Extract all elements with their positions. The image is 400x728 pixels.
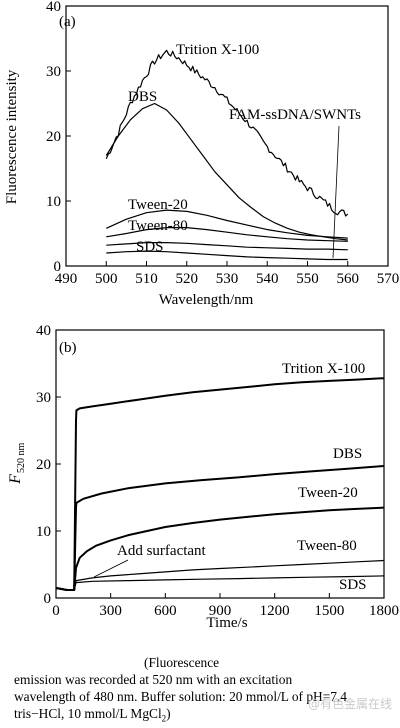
caption-line-1: (Fluorescence — [144, 655, 220, 670]
panel-b-y-axis-subscript: 520 nm — [16, 443, 27, 474]
y-tick-label: 30 — [36, 390, 51, 406]
panel-a-x-axis-label: Wavelength/nm — [159, 292, 254, 308]
label-tween80-a: Tween-80 — [128, 218, 188, 234]
series-line-tween-20 — [106, 209, 348, 239]
y-tick-label: 40 — [46, 0, 61, 15]
panel-b-label: (b) — [59, 340, 77, 356]
panel-a-chart: 490 500 510 520 530 540 550 560 570 0 10 20 30 40 (a)… — [4, 0, 399, 308]
label-fam-ssdna-swnts: FAM-ssDNA/SWNTs — [229, 107, 361, 123]
label-dbs-b: DBS — [333, 446, 362, 462]
label-tween20-a: Tween-20 — [128, 197, 188, 213]
label-trition-x100-b: Trition X-100 — [282, 361, 365, 377]
panel-a-label: (a) — [59, 14, 76, 30]
series-line-sds — [55, 575, 385, 591]
label-sds-b: SDS — [339, 577, 367, 593]
figure: 490 500 510 520 530 540 550 560 570 0 10 20 30 40 (a)… — [4, 0, 399, 631]
panel-a-y-axis-label: Fluorescence intensity — [4, 69, 20, 204]
y-tick-label: 30 — [46, 64, 61, 80]
x-tick-label: 1800 — [369, 603, 399, 619]
x-tick-label: 520 — [176, 271, 199, 287]
x-tick-label: 1500 — [314, 603, 344, 619]
x-tick-label: 540 — [256, 271, 279, 287]
watermark: @有色金属在线 — [307, 697, 392, 711]
series-line-tween-20 — [55, 506, 385, 591]
label-add-surfactant: Add surfactant — [117, 543, 207, 559]
series-line-tween-80 — [106, 227, 348, 242]
label-trition-x100-a: Trition X-100 — [176, 42, 259, 58]
series-line-sds — [106, 242, 348, 251]
series-line-trition-x-100 — [55, 377, 385, 591]
y-tick-label: 0 — [54, 259, 62, 275]
y-tick-label: 10 — [46, 194, 61, 210]
caption-line-3: wavelength of 480 nm. Buffer solution: 2… — [14, 689, 347, 704]
panel-a-axes: 490 500 510 520 530 540 550 560 570 0 10 20 30 40 — [46, 0, 399, 287]
x-tick-label: 300 — [99, 603, 122, 619]
figure-caption: (Fluorescence emission was recorded at 5… — [14, 654, 386, 728]
fam-label-leader-line — [332, 125, 340, 259]
y-tick-label: 0 — [44, 591, 52, 607]
label-dbs-a: DBS — [128, 89, 157, 105]
x-tick-label: 510 — [135, 271, 158, 287]
x-tick-label: 560 — [337, 271, 360, 287]
label-tween20-b: Tween-20 — [298, 485, 358, 501]
x-tick-label: 1200 — [260, 603, 290, 619]
caption-line-2: emission was recorded at 520 nm with an … — [14, 672, 293, 687]
y-tick-label: 20 — [46, 129, 61, 145]
x-tick-label: 550 — [296, 271, 319, 287]
panel-b-y-axis-symbol: F — [7, 474, 24, 485]
panel-b-x-axis-label: Time/s — [206, 615, 247, 631]
panel-b-y-axis-label: F 520 nm — [7, 443, 27, 485]
add-surfactant-arrow-line — [93, 559, 129, 578]
x-tick-label: 0 — [52, 603, 60, 619]
label-tween80-b: Tween-80 — [297, 538, 357, 554]
series-line-tween-80 — [55, 559, 385, 591]
series-line-dbs — [105, 102, 348, 241]
panel-b-axes: 0 300 600 900 1200 1500 1800 0 10 20 30 40 — [36, 323, 399, 619]
y-tick-label: 10 — [36, 524, 51, 540]
y-tick-label: 40 — [36, 323, 51, 339]
x-tick-label: 490 — [55, 271, 78, 287]
x-tick-label: 570 — [377, 271, 400, 287]
x-tick-label: 900 — [209, 603, 232, 619]
label-sds-a: SDS — [136, 239, 164, 255]
series-line-trition-x-100 — [105, 49, 349, 217]
series-line-fam-ssdna-swnts — [106, 250, 348, 261]
x-tick-label: 500 — [95, 271, 118, 287]
y-tick-label: 20 — [36, 457, 51, 473]
panel-b-chart: 0 300 600 900 1200 1500 1800 0 10 20 30 40 (b) Time… — [7, 323, 399, 631]
x-tick-label: 600 — [154, 603, 177, 619]
panel-a-data-lines — [105, 49, 349, 261]
panel-b-data-lines — [55, 377, 385, 591]
series-line-dbs — [55, 465, 385, 591]
x-tick-label: 530 — [216, 271, 239, 287]
